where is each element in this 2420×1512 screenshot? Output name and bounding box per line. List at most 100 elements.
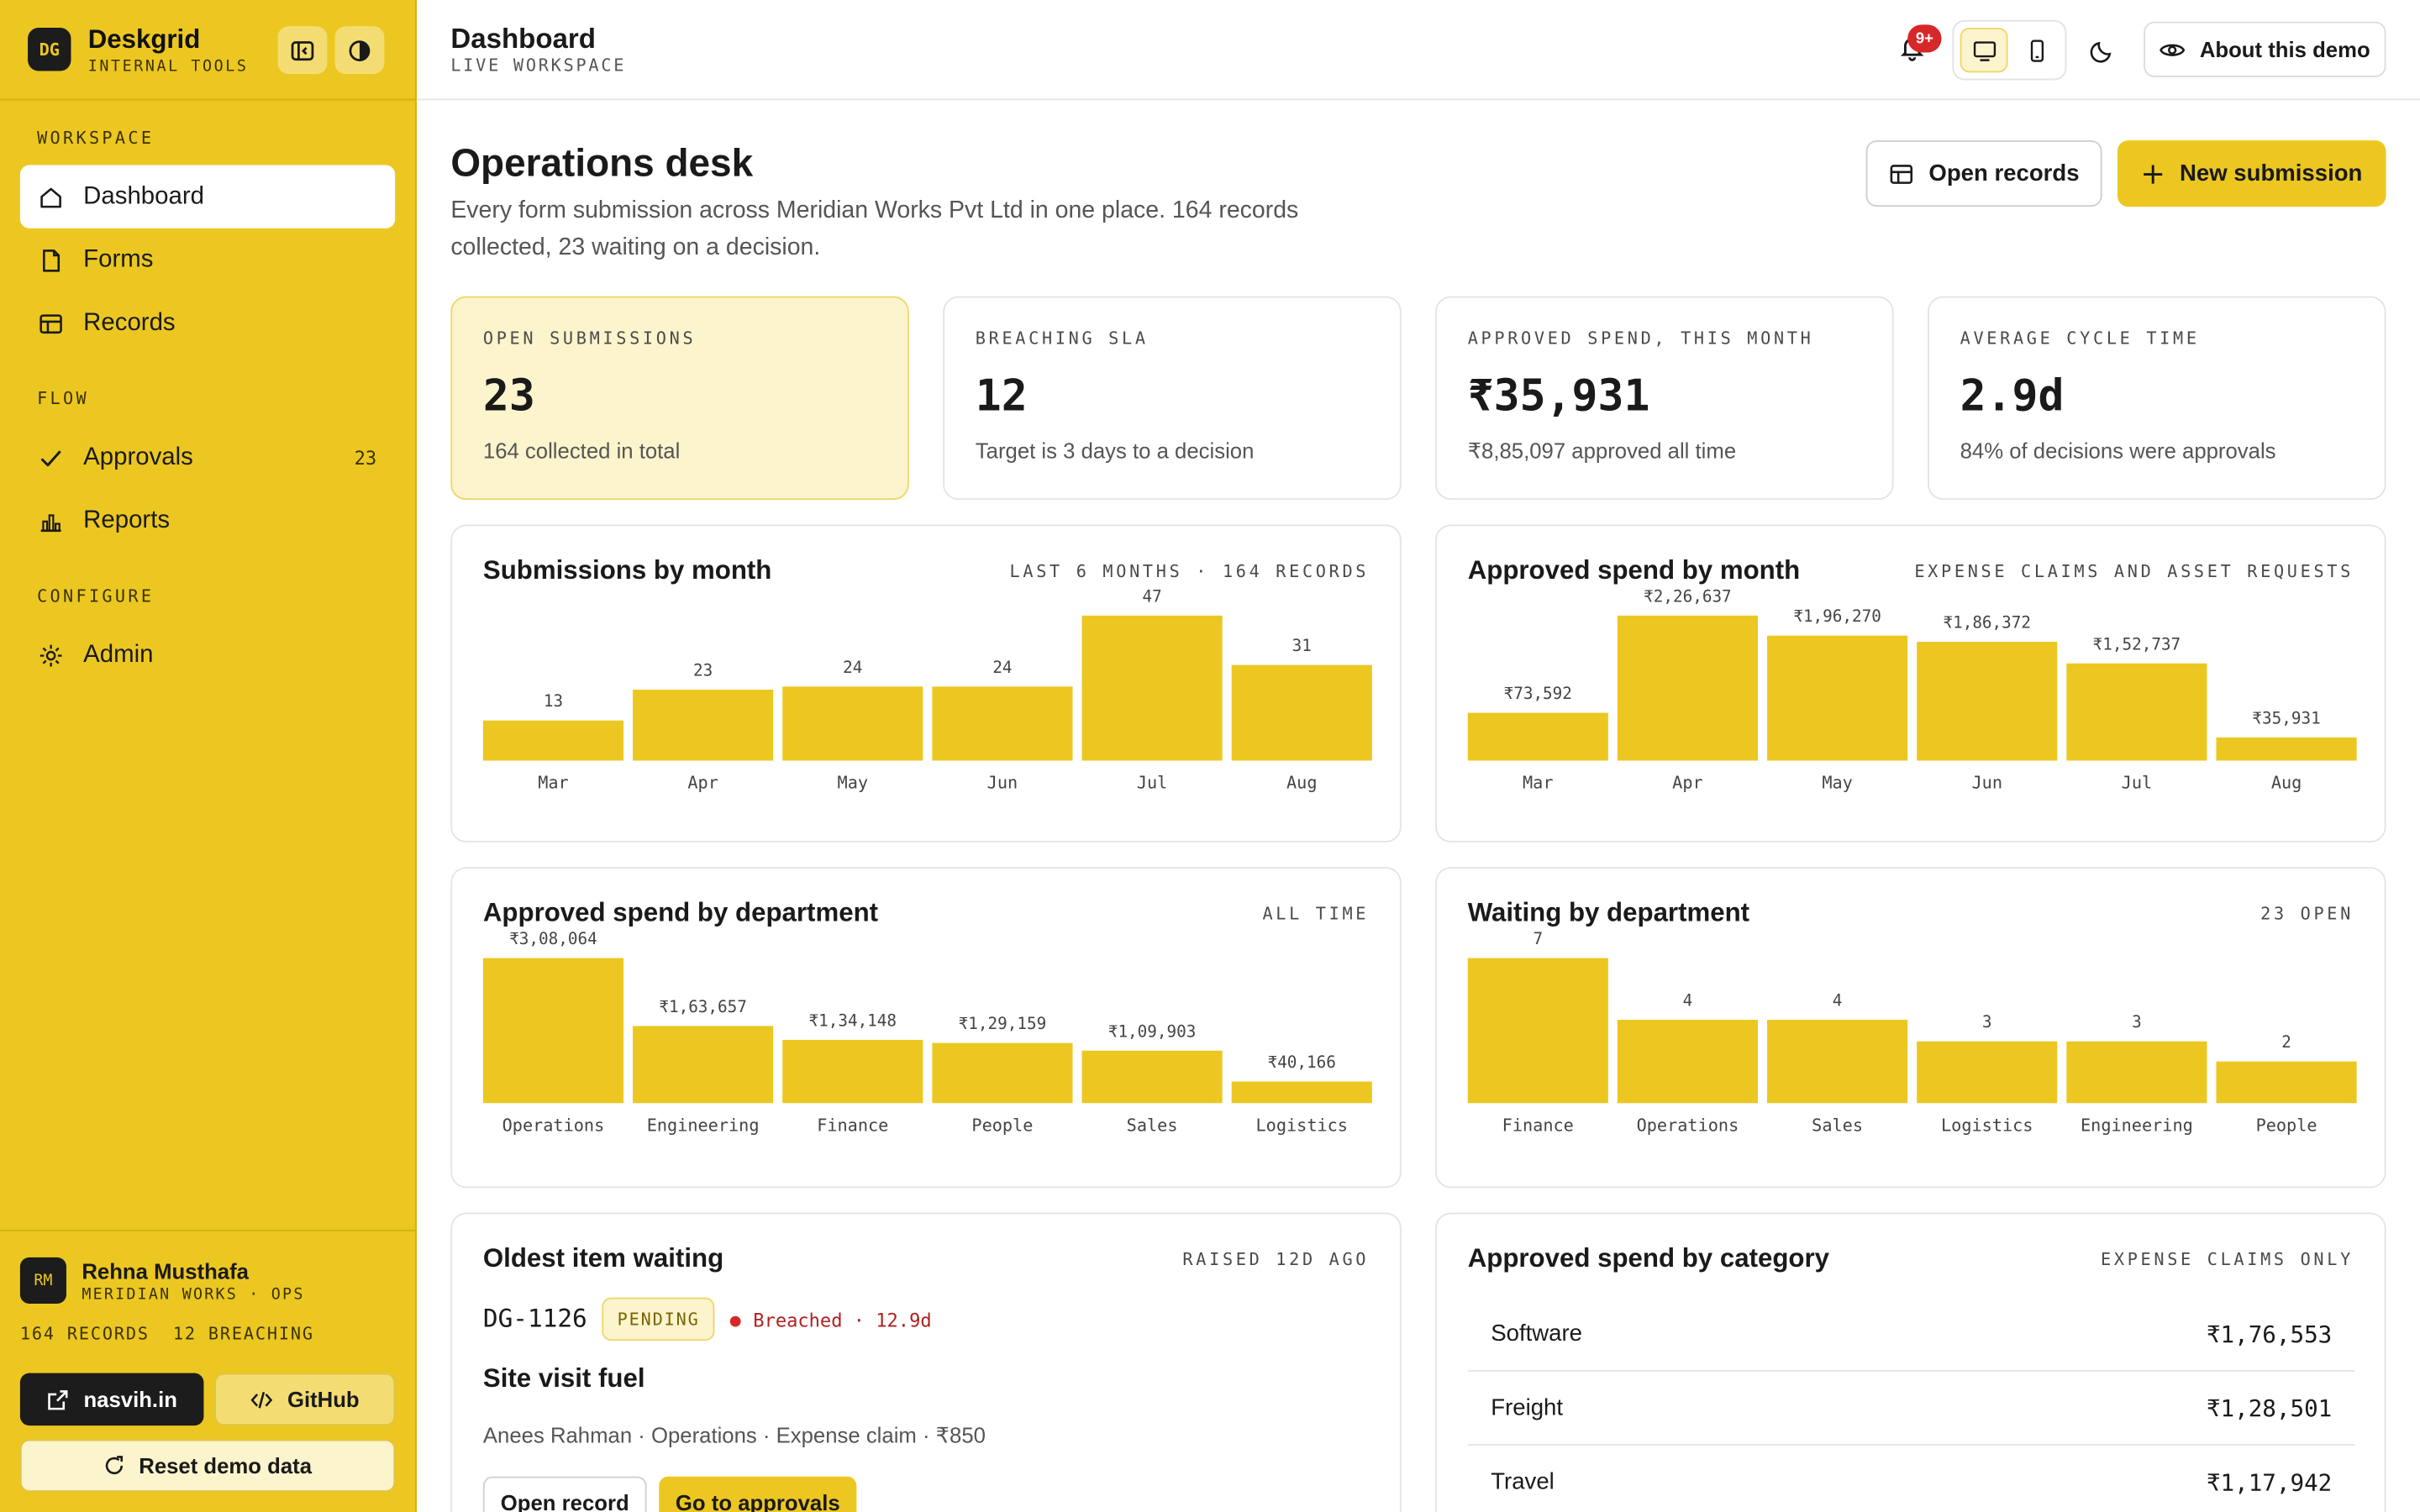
chart-card-spend-department: Approved spend by department ALL TIME ₹3… <box>450 867 1402 1189</box>
bar-value-label: 13 <box>543 692 564 711</box>
bar-value-label: ₹73,592 <box>1503 685 1572 704</box>
bar[interactable] <box>1917 1041 2058 1104</box>
bar[interactable] <box>1467 712 1608 761</box>
card-title: Approved spend by department <box>482 897 879 927</box>
category-row: Freight ₹1,28,501 <box>1467 1372 2355 1446</box>
sidebar-item-approvals[interactable]: Approvals 23 <box>20 426 395 489</box>
bar-group: ₹1,34,148 Finance <box>782 1012 923 1136</box>
bar-group: 24 Jun <box>932 659 1073 794</box>
bar[interactable] <box>633 690 774 761</box>
bar-group: ₹73,592 Mar <box>1467 685 1608 794</box>
bar[interactable] <box>1917 642 2058 761</box>
bar[interactable] <box>1081 615 1223 761</box>
bar-value-label: 4 <box>1682 991 1693 1011</box>
kpi-open-submissions[interactable]: OPEN SUBMISSIONS 23 164 collected in tot… <box>450 296 909 501</box>
bar[interactable] <box>1081 1050 1223 1104</box>
bar-value-label: ₹1,09,903 <box>1107 1022 1197 1042</box>
bar-group: 3 Engineering <box>2066 1014 2207 1136</box>
sidebar-item-label: Dashboard <box>83 182 204 209</box>
sidebar-item-reports[interactable]: Reports <box>20 489 395 552</box>
site-link-label: nasvih.in <box>83 1387 177 1412</box>
card-meta: EXPENSE CLAIMS AND ASSET REQUESTS <box>1914 561 2354 582</box>
bar[interactable] <box>633 1026 774 1104</box>
bar[interactable] <box>782 1039 923 1104</box>
bar[interactable] <box>782 686 923 761</box>
bar[interactable] <box>1467 958 1608 1104</box>
github-button[interactable]: GitHub <box>214 1373 396 1426</box>
kpi-approved-spend[interactable]: APPROVED SPEND, THIS MONTH ₹35,931 ₹8,85… <box>1435 296 1894 501</box>
kpi-label: BREACHING SLA <box>975 328 1149 349</box>
bar-group: ₹1,86,372 Jun <box>1917 614 2058 793</box>
code-icon <box>250 1391 273 1408</box>
about-demo-button[interactable]: About this demo <box>2144 21 2386 77</box>
bar-category-label: Apr <box>1672 773 1703 794</box>
bar[interactable] <box>1617 615 1759 761</box>
bar-value-label: 3 <box>1981 1013 1992 1032</box>
category-amount: ₹1,28,501 <box>2206 1394 2333 1422</box>
top-header: Dashboard LIVE WORKSPACE 9+ About this d… <box>416 0 2420 101</box>
bar-category-label: May <box>837 773 869 794</box>
new-submission-button[interactable]: New submission <box>2117 140 2386 207</box>
sidebar-toggle-icon <box>291 40 314 60</box>
bar-group: 47 Jul <box>1081 588 1223 793</box>
bar-category-label: Jun <box>986 773 1018 794</box>
bar[interactable] <box>932 1042 1073 1104</box>
bar-value-label: 24 <box>992 659 1013 678</box>
moon-icon[interactable] <box>2090 39 2114 63</box>
kpi-note: 164 collected in total <box>482 438 681 464</box>
reset-demo-button[interactable]: Reset demo data <box>19 1439 396 1493</box>
site-link-button[interactable]: nasvih.in <box>19 1373 204 1426</box>
breach-label: Breached · 12.9d <box>753 1310 932 1332</box>
bar-group: ₹1,52,737 Jul <box>2066 636 2207 793</box>
bar-value-label: ₹1,52,737 <box>2092 635 2181 654</box>
contrast-icon <box>349 39 371 61</box>
check-icon <box>39 445 63 470</box>
bar-category-label: Operations <box>502 1115 605 1136</box>
bar[interactable] <box>2066 1041 2207 1104</box>
category-card: Approved spend by category EXPENSE CLAIM… <box>1435 1212 2386 1512</box>
status-badge: PENDING <box>602 1297 716 1341</box>
sidebar-item-records[interactable]: Records <box>20 291 395 354</box>
bar[interactable] <box>1767 1020 1908 1104</box>
bar-value-label: ₹3,08,064 <box>509 930 597 949</box>
bar[interactable] <box>1231 1081 1372 1104</box>
sidebar-item-dashboard[interactable]: Dashboard <box>19 165 396 228</box>
kpi-note: ₹8,85,097 approved all time <box>1467 438 1737 464</box>
chart-card-waiting: Waiting by department 23 OPEN 7 Finance 4 O… <box>1435 867 2386 1189</box>
card-title: Submissions by month <box>482 555 772 585</box>
category-row: Travel ₹1,17,942 <box>1468 1446 2355 1512</box>
bar-category-label: May <box>1822 773 1853 794</box>
page-description: Every form submission across Meridian Wo… <box>450 197 1299 261</box>
bar[interactable] <box>1767 635 1908 761</box>
kpi-label: APPROVED SPEND, THIS MONTH <box>1467 328 1814 349</box>
contrast-toggle-button[interactable] <box>334 26 385 75</box>
bar[interactable] <box>2216 1061 2357 1104</box>
desktop-view-button[interactable] <box>1960 28 2008 73</box>
bar[interactable] <box>482 958 624 1104</box>
bar[interactable] <box>2216 737 2357 761</box>
category-name: Travel <box>1491 1468 1555 1495</box>
bar[interactable] <box>932 686 1073 761</box>
sidebar-item-forms[interactable]: Forms <box>20 228 395 291</box>
open-records-label: Open records <box>1928 160 2080 187</box>
open-records-button[interactable]: Open records <box>1865 140 2102 207</box>
brand-logo: DG <box>28 28 71 71</box>
sidebar-item-label: Approvals <box>83 444 193 470</box>
sidebar-item-admin[interactable]: Admin <box>20 623 395 686</box>
collapse-sidebar-button[interactable] <box>277 26 328 75</box>
kpi-cycle-time[interactable]: AVERAGE CYCLE TIME 2.9d 84% of decisions… <box>1928 296 2386 501</box>
bar-category-label: Mar <box>1523 773 1554 794</box>
bar[interactable] <box>1617 1020 1759 1104</box>
sidebar-item-label: Reports <box>83 507 171 533</box>
avatar[interactable]: RM <box>19 1257 66 1305</box>
bar[interactable] <box>1231 664 1372 761</box>
bar[interactable] <box>2066 663 2207 761</box>
section-flow: FLOW <box>37 388 89 409</box>
go-to-approvals-button[interactable]: Go to approvals <box>659 1476 857 1512</box>
open-record-button[interactable]: Open record <box>482 1476 647 1512</box>
bar-group: 2 People <box>2216 1034 2357 1136</box>
bar[interactable] <box>482 720 624 761</box>
kpi-breaching-sla[interactable]: BREACHING SLA 12 Target is 3 days to a d… <box>943 296 1402 501</box>
mobile-view-button[interactable] <box>2012 28 2060 72</box>
bar-group: ₹2,26,637 Apr <box>1617 588 1759 794</box>
